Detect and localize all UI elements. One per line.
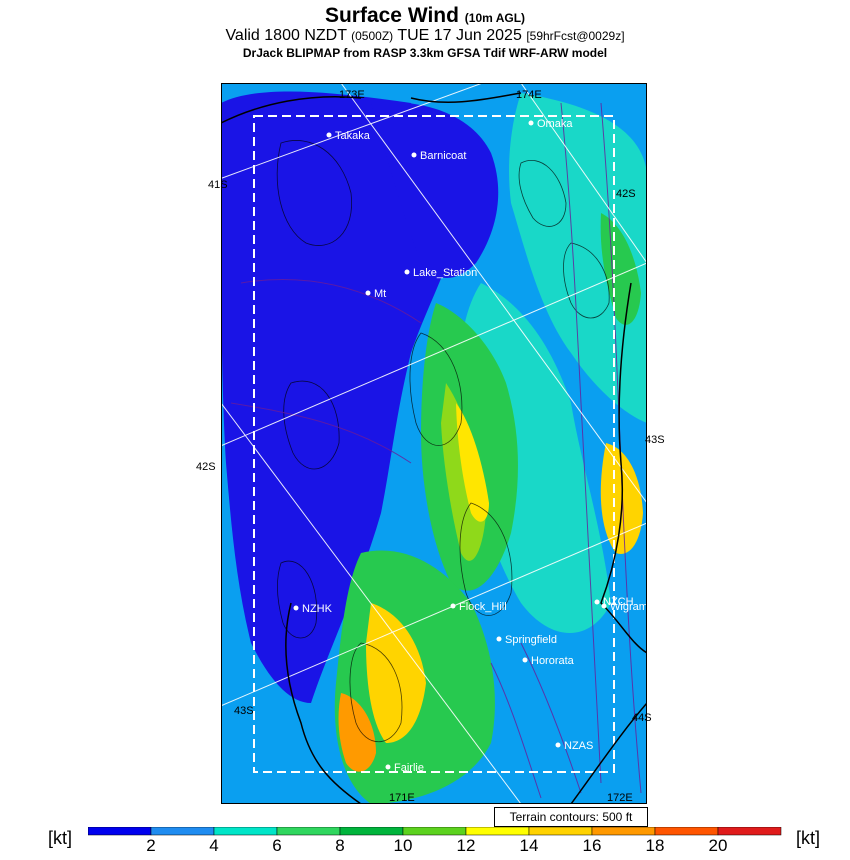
station-label-flock-hill: Flock_Hill (459, 601, 507, 613)
station-label-omaka: Omaka (537, 118, 573, 130)
station-label-nzas: NZAS (564, 740, 593, 752)
wind-zone-yellow-south (366, 603, 426, 743)
station-springfield[interactable]: Springfield (496, 634, 557, 646)
scale-tick-label: 4 (209, 836, 219, 855)
scale-tick-label: 20 (708, 836, 728, 855)
wind-zone-orange-south (338, 693, 376, 772)
domain-boundary (253, 115, 615, 773)
color-scale (88, 827, 782, 836)
scale-unit-right: [kt] (796, 828, 821, 848)
lat-label-right-43: 43S (645, 434, 665, 446)
station-barnicoat[interactable]: Barnicoat (411, 150, 467, 162)
lat-label-left-43: 43S (234, 705, 254, 717)
scale-segment (465, 827, 530, 836)
map-title: Surface Wind (10m AGL) (0, 4, 850, 28)
scale-tick-label: 6 (272, 836, 282, 855)
lat-label-right-42: 42S (616, 188, 636, 200)
wind-map: Takaka Barnicoat Omaka Lake_Station Mt N… (221, 83, 647, 804)
station-label-barnicoat: Barnicoat (420, 150, 466, 162)
scale-segment (528, 827, 593, 836)
title-text: Surface Wind (324, 4, 459, 27)
station-omaka[interactable]: Omaka (528, 118, 574, 130)
scale-tick-label: 18 (645, 836, 665, 855)
valid-date: TUE 17 Jun 2025 (397, 27, 522, 44)
scale-tick-label: 12 (456, 836, 476, 855)
scale-segment (717, 827, 782, 836)
valid-time-line: Valid 1800 NZDT (0500Z) TUE 17 Jun 2025 … (0, 27, 850, 45)
station-label-nzch: NZCH (603, 596, 634, 608)
scale-segment (591, 827, 656, 836)
lat-label-left-42: 42S (196, 461, 216, 473)
lon-label-174: 174E (516, 89, 542, 101)
scale-tick-label: 14 (519, 836, 539, 855)
forecast-tag: [59hrFcst@0029z] (526, 29, 625, 43)
station-wigram[interactable]: Wigram (601, 601, 648, 613)
station-nzhk[interactable]: NZHK (293, 603, 333, 615)
lat-label-right-44: 44S (632, 712, 652, 724)
scale-tick-label: 8 (335, 836, 345, 855)
wind-zone-calm-north (371, 102, 499, 278)
scale-tick-label: 2 (146, 836, 156, 855)
station-flock-hill[interactable]: Flock_Hill (450, 601, 507, 613)
scale-tick-label: 16 (582, 836, 602, 855)
station-mt[interactable]: Mt (365, 288, 387, 300)
scale-segment (654, 827, 719, 836)
model-line: DrJack BLIPMAP from RASP 3.3km GFSA Tdif… (242, 46, 608, 60)
station-label-nzhk: NZHK (302, 603, 333, 615)
scale-tick-label: 10 (393, 836, 413, 855)
station-label-springfield: Springfield (505, 634, 557, 646)
lon-label-171: 171E (389, 792, 415, 804)
station-takaka[interactable]: Takaka (326, 130, 371, 142)
title-sub: (10m AGL) (464, 11, 526, 25)
station-label-hororata: Hororata (531, 655, 575, 667)
lon-label-173: 173E (339, 89, 365, 101)
wind-zone-calm-west (221, 91, 454, 703)
valid-prefix: Valid 1800 NZDT (225, 27, 347, 44)
scale-unit-left: [kt] (48, 828, 73, 848)
valid-utc: (0500Z) (351, 29, 394, 43)
wind-zone-yellow-ridge (456, 403, 489, 522)
station-label-takaka: Takaka (335, 130, 371, 142)
lon-label-172: 172E (607, 792, 633, 804)
station-label-mt: Mt (374, 288, 386, 300)
scale-segment (88, 827, 152, 836)
station-label-fairlie: Fairlie (394, 762, 424, 774)
scale-segment (150, 827, 215, 836)
stations: Takaka Barnicoat Omaka Lake_Station Mt N… (293, 118, 648, 774)
scale-segment (276, 827, 341, 836)
graticule (221, 83, 647, 804)
terrain-contours (276, 140, 610, 742)
scale-segment (339, 827, 404, 836)
station-label-lake-station: Lake_Station (413, 267, 477, 279)
station-lake-station[interactable]: Lake_Station (404, 267, 478, 279)
scale-segment (402, 827, 467, 836)
station-fairlie[interactable]: Fairlie (385, 762, 424, 774)
lat-label-left-41: 41S (208, 179, 228, 191)
terrain-contour-label: Terrain contours: 500 ft (494, 807, 648, 827)
station-nzch[interactable]: NZCH (594, 596, 634, 608)
station-hororata[interactable]: Hororata (522, 655, 575, 667)
map-frame (221, 83, 647, 804)
scale-segment (213, 827, 278, 836)
station-label-wigram: Wigram (610, 601, 647, 613)
wind-zone-cyan-east (509, 93, 647, 423)
coastline (221, 92, 647, 804)
station-nzas[interactable]: NZAS (555, 740, 594, 752)
